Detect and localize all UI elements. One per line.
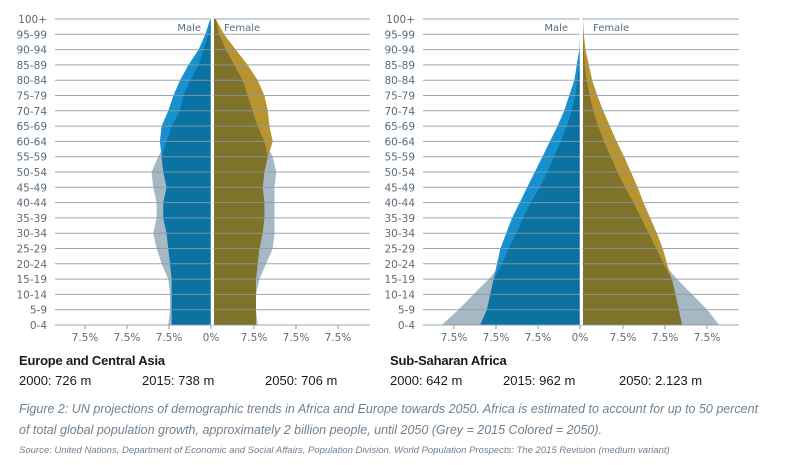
region-title-europe: Europe and Central Asia — [19, 353, 165, 368]
y-tick-label: 10-14 — [16, 289, 47, 301]
female-label: Female — [224, 23, 260, 34]
stat-europe-2015: 2015: 738 m — [142, 373, 215, 388]
y-tick-label: 55-59 — [384, 152, 415, 164]
figure-caption-line2: of total global population growth, appro… — [19, 423, 603, 437]
y-tick-label: 90-94 — [384, 45, 415, 57]
female-label: Female — [593, 23, 629, 34]
y-tick-label: 80-84 — [16, 75, 47, 87]
y-tick-label: 5-9 — [30, 305, 47, 317]
y-tick-label: 100+ — [386, 14, 415, 26]
y-tick-label: 60-64 — [16, 136, 47, 148]
y-tick-label: 0-4 — [398, 320, 415, 332]
region-title-africa: Sub-Saharan Africa — [390, 353, 507, 368]
y-tick-label: 65-69 — [16, 121, 47, 133]
y-tick-label: 80-84 — [384, 75, 415, 87]
y-tick-label: 10-14 — [384, 289, 415, 301]
y-tick-label: 95-99 — [16, 29, 47, 41]
x-tick-label: 7.5% — [72, 332, 99, 344]
x-tick-label: 7.5% — [652, 332, 679, 344]
pyramid-chart-africa: 100+ 95-99 90-94 85-89 80-84 75-79 70-74 65-69 6… — [384, 14, 739, 344]
y-tick-label: 90-94 — [16, 45, 47, 57]
y-tick-label: 30-34 — [384, 228, 415, 240]
y-tick-label: 95-99 — [384, 29, 415, 41]
y-tick-label: 40-44 — [16, 198, 47, 210]
male-label: Male — [177, 23, 201, 34]
y-tick-label: 25-29 — [16, 244, 47, 256]
y-tick-label: 35-39 — [384, 213, 415, 225]
y-tick-label: 15-19 — [16, 274, 47, 286]
figure-caption-line1: Figure 2: UN projections of demographic … — [19, 402, 759, 416]
y-tick-label: 50-54 — [384, 167, 415, 179]
x-tick-label: 7.5% — [483, 332, 510, 344]
y-tick-label: 35-39 — [16, 213, 47, 225]
x-tick-label: 0% — [203, 332, 220, 344]
y-tick-label: 100+ — [18, 14, 47, 26]
y-tick-label: 40-44 — [384, 198, 415, 210]
male-label: Male — [544, 23, 568, 34]
x-tick-label: 7.5% — [441, 332, 468, 344]
y-tick-label: 5-9 — [398, 305, 415, 317]
y-tick-label: 50-54 — [16, 167, 47, 179]
stat-africa-2050: 2050: 2.123 m — [619, 373, 703, 388]
y-tick-label: 15-19 — [384, 274, 415, 286]
x-tick-label: 7.5% — [114, 332, 141, 344]
source-note: Source: United Nations, Department of Ec… — [19, 445, 670, 456]
y-tick-label: 30-34 — [16, 228, 47, 240]
pyramid-chart-europe: 100+ 95-99 90-94 85-89 80-84 75-79 70-74 65-69 6… — [16, 14, 370, 344]
x-tick-label: 7.5% — [525, 332, 552, 344]
y-tick-label: 65-69 — [384, 121, 415, 133]
y-tick-label: 85-89 — [384, 60, 415, 72]
x-tick-label: 7.5% — [325, 332, 352, 344]
x-tick-label: 7.5% — [694, 332, 721, 344]
y-tick-label: 75-79 — [16, 91, 47, 103]
y-tick-label: 60-64 — [384, 136, 415, 148]
y-tick-label: 75-79 — [384, 91, 415, 103]
x-tick-label: 7.5% — [610, 332, 637, 344]
y-tick-label: 45-49 — [384, 182, 415, 194]
y-tick-label: 70-74 — [16, 106, 47, 118]
x-tick-label: 7.5% — [241, 332, 268, 344]
y-tick-label: 85-89 — [16, 60, 47, 72]
stat-europe-2000: 2000: 726 m — [19, 373, 92, 388]
x-tick-label: 7.5% — [283, 332, 310, 344]
x-tick-label: 0% — [572, 332, 589, 344]
y-tick-label: 20-24 — [16, 259, 47, 271]
stat-africa-2000: 2000: 642 m — [390, 373, 463, 388]
stat-europe-2050: 2050: 706 m — [265, 373, 338, 388]
stat-africa-2015: 2015: 962 m — [503, 373, 576, 388]
y-tick-label: 70-74 — [384, 106, 415, 118]
y-tick-label: 0-4 — [30, 320, 47, 332]
y-tick-label: 20-24 — [384, 259, 415, 271]
y-tick-label: 55-59 — [16, 152, 47, 164]
x-tick-label: 7.5% — [156, 332, 183, 344]
y-tick-label: 45-49 — [16, 182, 47, 194]
y-tick-label: 25-29 — [384, 244, 415, 256]
